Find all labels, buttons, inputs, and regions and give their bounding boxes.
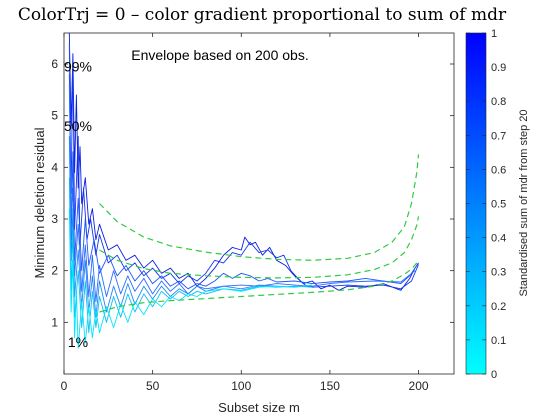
colorbar-tick-label: 0	[491, 369, 497, 381]
y-tick-label: 5	[51, 109, 58, 123]
y-axis-label: Minimum deletion residual	[32, 127, 47, 278]
trajectory-layer	[68, 33, 419, 349]
envelope-layer	[99, 154, 420, 313]
y-tick-label: 6	[51, 57, 58, 71]
colorbar-tick-label: 0.2	[491, 301, 506, 313]
x-axis: 0 50 100 150 200	[61, 33, 429, 393]
trajectory-line-5	[68, 136, 313, 318]
envelope-label-50pct: 50%	[64, 118, 92, 134]
x-tick-label: 50	[146, 379, 160, 393]
envelope-50pct	[99, 216, 420, 279]
plot-frame	[63, 32, 455, 375]
envelope-99pct	[99, 154, 420, 261]
y-tick-label: 3	[51, 212, 58, 226]
colorbar-tick-label: 0.7	[491, 130, 506, 142]
x-tick-label: 200	[409, 379, 429, 393]
envelope-note: Envelope based on 200 obs.	[131, 47, 308, 63]
colorbar-tick-label: 0.1	[491, 335, 506, 347]
colorbar-label: Standardised sum of mdr from step 20	[518, 109, 530, 296]
trajectory-line-7	[68, 208, 313, 349]
x-tick-label: 0	[61, 379, 68, 393]
colorbar-tick-label: 0.6	[491, 164, 506, 176]
colorbar-tick-label: 0.9	[491, 62, 506, 74]
colorbar-tick-label: 0.3	[491, 267, 506, 279]
x-tick-label: 150	[320, 379, 340, 393]
colorbar-ticks: 0 0.1 0.2 0.3 0.4 0.5 0.6 0.7 0.8 0.9 1	[466, 28, 506, 381]
colorbar-tick-label: 0.5	[491, 199, 506, 211]
trajectory-line-3	[68, 43, 418, 290]
envelope-labels: 99% 50% 1%	[64, 59, 92, 350]
trajectory-line-4	[68, 84, 416, 303]
envelope-label-1pct: 1%	[68, 334, 88, 350]
y-tick-label: 1	[51, 315, 58, 329]
plot-area	[64, 33, 454, 374]
trajectory-line-1	[68, 33, 419, 291]
x-tick-label: 100	[231, 379, 251, 393]
y-tick-label: 2	[51, 264, 58, 278]
y-axis: 1 2 3 4 5 6	[51, 57, 454, 329]
y-tick-label: 4	[51, 160, 58, 174]
x-axis-label: Subset size m	[218, 400, 300, 415]
colorbar-tick-label: 0.4	[491, 233, 506, 245]
envelope-label-99pct: 99%	[64, 59, 92, 75]
chart-title: ColorTrj = 0 – color gradient proportion…	[18, 5, 507, 25]
colorbar-tick-label: 1	[491, 28, 497, 40]
envelope-1pct	[99, 259, 420, 313]
colorbar-tick-label: 0.8	[491, 96, 506, 108]
